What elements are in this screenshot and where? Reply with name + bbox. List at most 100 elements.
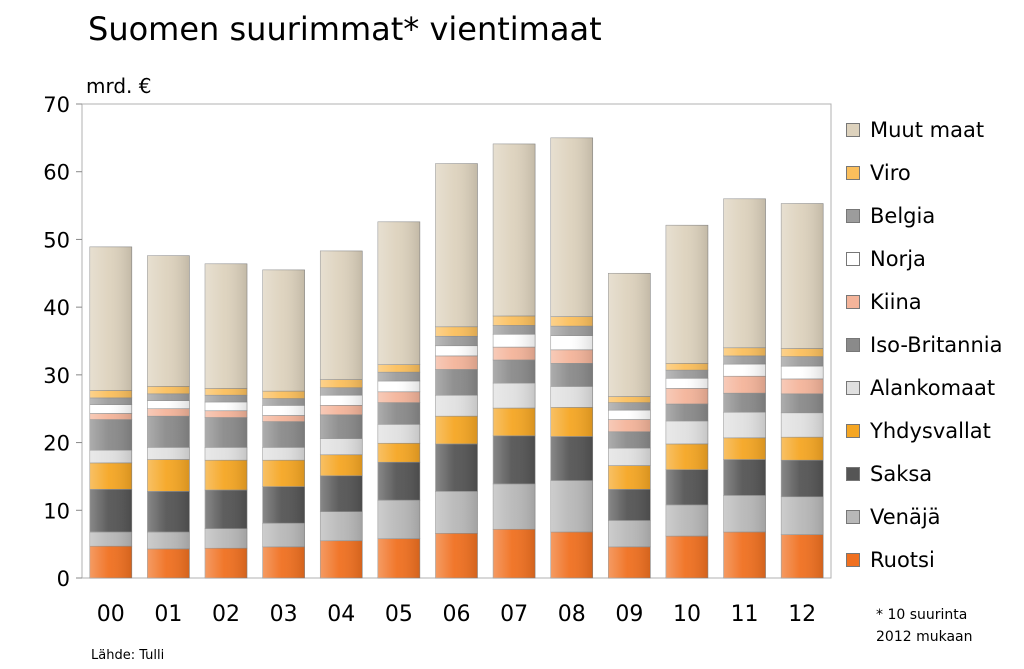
- bar-segment-viro-01: [147, 386, 190, 395]
- bar-segment-alankomaat-07: [492, 382, 536, 409]
- bar-segment-viro-03: [262, 390, 305, 399]
- bar-segment-kiina-02: [204, 410, 248, 418]
- bar-segment-ruotsi-12: [780, 534, 824, 579]
- bar-segment-venäjä-05: [377, 499, 421, 540]
- bar-segment-ruotsi-10: [665, 535, 709, 579]
- bar-segment-yhdysvallat-02: [204, 459, 248, 491]
- bar-segment-kiina-04: [319, 405, 363, 416]
- bar-stack-12: [780, 203, 824, 579]
- bar-segment-belgia-05: [377, 371, 421, 382]
- bar-segment-kiina-11: [723, 375, 766, 394]
- legend-swatch: [846, 165, 860, 180]
- legend-label: Alankomaat: [870, 375, 996, 400]
- bar-segment-alankomaat-01: [147, 447, 190, 460]
- bar-segment-yhdysvallat-03: [262, 459, 305, 487]
- bar-segment-kiina-05: [377, 391, 421, 403]
- legend-item: Yhdysvallat: [846, 409, 1003, 452]
- bar-segment-iso-britannia-05: [377, 402, 421, 425]
- bar-segment-venäjä-11: [723, 495, 766, 533]
- bar-segment-saksa-02: [204, 489, 248, 529]
- bar-stack-09: [608, 272, 651, 579]
- y-axis-unit-label: mrd. €: [86, 74, 152, 98]
- bar-segment-saksa-11: [723, 459, 766, 496]
- x-tick-label: 03: [270, 602, 298, 627]
- x-axis: 00 01 02 03 04 05 06 07 08 09 10 11 12: [97, 602, 816, 627]
- bar-segment-belgia-11: [723, 355, 766, 365]
- bar-segment-alankomaat-06: [435, 394, 478, 417]
- bar-segment-norja-10: [665, 377, 709, 389]
- bar-stack-00: [89, 246, 133, 579]
- legend-swatch: [846, 423, 860, 438]
- bar-segment-kiina-06: [435, 355, 478, 370]
- source-note: Lähde: Tulli: [91, 648, 165, 663]
- legend-swatch: [846, 509, 860, 524]
- bar-segment-alankomaat-02: [204, 447, 248, 461]
- bar-segment-saksa-06: [435, 443, 478, 492]
- bar-segment-kiina-03: [262, 415, 305, 422]
- bar-segment-saksa-00: [89, 488, 133, 533]
- chart-title: Suomen suurimmat* vientimaat: [88, 10, 602, 48]
- bar-segment-saksa-10: [665, 469, 709, 506]
- bar-segment-ruotsi-03: [262, 546, 305, 579]
- bar-segment-norja-00: [89, 404, 133, 414]
- legend-label: Saksa: [870, 461, 933, 486]
- bar-segment-alankomaat-12: [780, 412, 824, 438]
- legend-item: Belgia: [846, 194, 1003, 237]
- y-tick-label: 70: [43, 93, 70, 117]
- y-tick-label: 50: [43, 228, 70, 252]
- bar-segment-norja-02: [204, 401, 248, 412]
- legend-item: Muut maat: [846, 108, 1003, 151]
- bar-segment-muut-maat-12: [780, 203, 824, 349]
- bar-segment-saksa-12: [780, 459, 824, 498]
- bar-segment-yhdysvallat-07: [492, 407, 536, 437]
- bar-segment-ruotsi-08: [550, 531, 594, 579]
- bar-segment-alankomaat-08: [550, 386, 594, 408]
- bar-stack-01: [147, 255, 190, 579]
- bar-segment-muut-maat-11: [723, 198, 766, 349]
- bar-segment-alankomaat-04: [319, 438, 363, 456]
- bar-segment-viro-12: [780, 348, 824, 357]
- bar-segment-venäjä-01: [147, 531, 190, 550]
- bar-segment-alankomaat-10: [665, 420, 709, 445]
- bar-segment-viro-02: [204, 388, 248, 396]
- legend-label: Belgia: [870, 203, 936, 228]
- bar-segment-venäjä-07: [492, 483, 536, 530]
- legend-item: Saksa: [846, 452, 1003, 495]
- bar-segment-iso-britannia-11: [723, 392, 766, 413]
- legend-swatch: [846, 294, 860, 309]
- x-tick-label: 02: [212, 602, 240, 627]
- bar-segment-viro-10: [665, 363, 709, 371]
- legend-label: Kiina: [870, 289, 922, 314]
- y-axis: 0 10 20 30 40 50 60 70: [43, 93, 82, 591]
- bar-segment-saksa-04: [319, 475, 363, 512]
- x-tick-label: 10: [673, 602, 701, 627]
- y-tick-label: 60: [43, 161, 70, 185]
- bar-segment-iso-britannia-03: [262, 421, 305, 448]
- bar-segment-belgia-02: [204, 394, 248, 403]
- bar-segment-saksa-05: [377, 461, 421, 501]
- bar-segment-belgia-04: [319, 387, 363, 396]
- bar-segment-ruotsi-06: [435, 533, 478, 579]
- bar-segment-iso-britannia-10: [665, 403, 709, 422]
- bar-segment-yhdysvallat-01: [147, 459, 190, 492]
- bar-segment-venäjä-08: [550, 480, 594, 533]
- bar-segment-viro-04: [319, 379, 363, 389]
- x-tick-label: 11: [731, 602, 759, 627]
- bar-segment-viro-00: [89, 390, 133, 399]
- bar-segment-viro-05: [377, 364, 421, 373]
- bar-segment-norja-03: [262, 405, 305, 416]
- bar-segment-saksa-03: [262, 486, 305, 524]
- bar-segment-venäjä-09: [608, 520, 651, 548]
- bar-segment-yhdysvallat-06: [435, 415, 478, 445]
- bar-segment-muut-maat-01: [147, 255, 190, 387]
- bar-stack-02: [204, 263, 248, 579]
- x-tick-label: 12: [788, 602, 816, 627]
- bar-stack-04: [319, 250, 363, 579]
- bar-segment-iso-britannia-06: [435, 369, 478, 396]
- bar-segment-muut-maat-05: [377, 221, 421, 365]
- bar-segment-iso-britannia-02: [204, 417, 248, 448]
- footnote: * 10 suurinta 2012 mukaan: [876, 604, 972, 648]
- x-tick-label: 09: [615, 602, 643, 627]
- bar-segment-ruotsi-05: [377, 538, 421, 579]
- bar-segment-alankomaat-05: [377, 423, 421, 444]
